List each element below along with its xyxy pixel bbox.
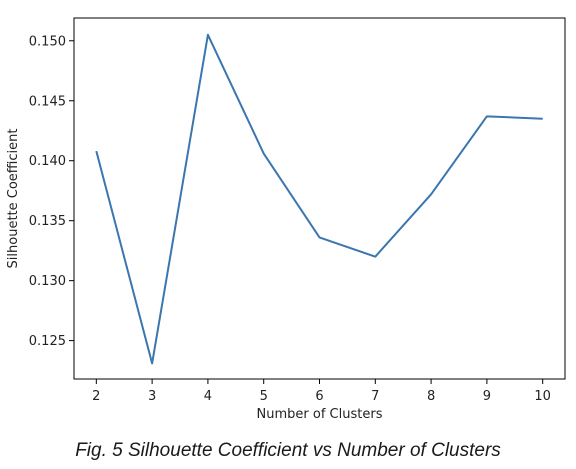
y-axis: 0.125 0.130 0.135 0.140 0.145 0.150: [29, 34, 74, 349]
figure-caption: Fig. 5 Silhouette Coefficient vs Number …: [75, 440, 501, 461]
y-tick-label: 0.150: [29, 34, 66, 49]
y-tick-label: 0.130: [29, 274, 66, 289]
x-tick-label: 5: [260, 389, 268, 404]
x-tick-label: 10: [534, 389, 551, 404]
x-tick-label: 7: [371, 389, 379, 404]
y-tick-label: 0.140: [29, 154, 66, 169]
y-tick-label: 0.135: [29, 214, 66, 229]
y-axis-label: Silhouette Coefficient: [6, 129, 21, 269]
x-tick-label: 8: [427, 389, 435, 404]
series-line: [95, 33, 543, 365]
plot-area: [73, 17, 566, 380]
x-tick-label: 4: [204, 389, 212, 404]
y-tick-label: 0.145: [29, 94, 66, 109]
x-axis-label: Number of Clusters: [257, 407, 383, 422]
x-tick-label: 9: [483, 389, 491, 404]
x-tick-label: 6: [315, 389, 323, 404]
x-tick-label: 3: [148, 389, 156, 404]
x-tick-label: 2: [92, 389, 100, 404]
y-tick-label: 0.125: [29, 334, 66, 349]
x-axis: 2 3 4 5 6 7 8 9 10: [92, 379, 551, 404]
line-chart: 2 3 4 5 6 7 8 9 10 0.125 0.130 0.135 0.140 0.145 0.15…: [6, 17, 566, 422]
